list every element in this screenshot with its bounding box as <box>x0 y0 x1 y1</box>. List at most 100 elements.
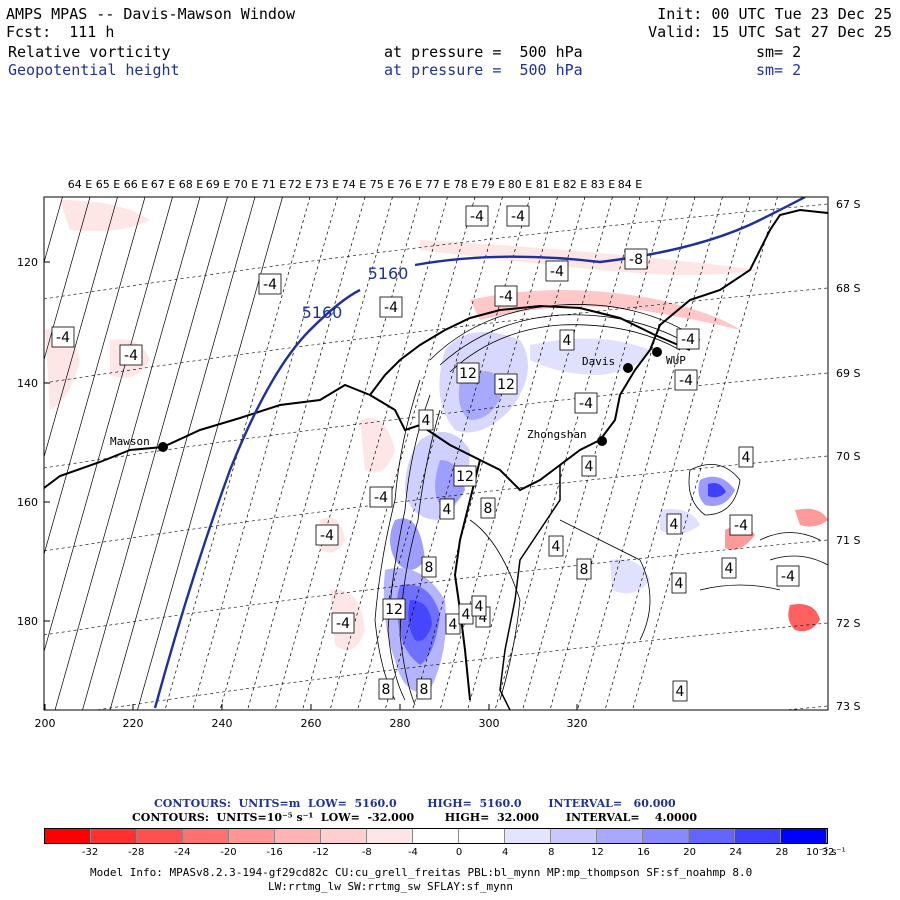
station-label: WUP <box>666 354 686 367</box>
colorbar-segment <box>643 829 689 843</box>
meridian-line <box>82 197 228 710</box>
vorticity-label: 12 <box>497 377 515 393</box>
vorticity-label: -4 <box>734 518 748 534</box>
meridian-line <box>302 197 448 710</box>
colorbar-segment <box>505 829 551 843</box>
meridian-line <box>494 197 641 710</box>
vorticity-label-box <box>331 612 355 634</box>
field2-name: Geopotential height <box>8 61 180 79</box>
y-tick-label: 160 <box>17 496 38 509</box>
vorticity-contour-line <box>469 519 521 701</box>
vorticity-label: 4 <box>475 599 484 615</box>
vorticity-area <box>360 418 395 473</box>
coastline-path <box>453 459 481 701</box>
top-lon-label: 75 E <box>370 178 394 191</box>
vorticity-contour-line <box>399 409 441 706</box>
vorticity-label-box <box>382 598 406 620</box>
meridian-line <box>247 197 393 710</box>
colorbar-tick-label: 0 <box>455 847 463 858</box>
colorbar-segment <box>91 829 137 843</box>
colorbar-tick-label: -32 <box>81 847 99 858</box>
vorticity-contour-line <box>449 324 681 373</box>
vorticity-label-box <box>258 273 282 295</box>
colorbar-tick-label: 4 <box>501 847 509 858</box>
meridian-line <box>357 197 503 710</box>
vorticity-label: 4 <box>676 684 685 700</box>
vorticity-label: -4 <box>124 348 138 364</box>
vorticity-label-box <box>453 465 477 487</box>
vorticity-label-box <box>671 572 687 594</box>
vorticity-label: -4 <box>579 396 593 412</box>
field2-smoothing: sm= 2 <box>756 61 802 79</box>
vorticity-label: 4 <box>449 617 458 633</box>
parallel-line <box>94 622 828 710</box>
vorticity-label-box <box>418 409 434 431</box>
vorticity-label: 4 <box>670 517 679 533</box>
colorbar-segment <box>321 829 367 843</box>
top-lon-label: 77 E <box>426 178 450 191</box>
colorbar-tick-label: 28 <box>775 847 789 858</box>
vorticity-label-box <box>51 326 75 348</box>
x-tick-label: 280 <box>390 717 411 730</box>
top-lon-label: 66 E <box>124 178 148 191</box>
top-lon-label: 80 E <box>508 178 532 191</box>
vorticity-label: 4 <box>725 561 734 577</box>
vorticity-area <box>45 328 80 410</box>
vorticity-labels: -4 -4 -4 -4 -8 -4 -4 -4 -4 -4 -4 -4 -4 -4 -4 -4 -4 12 12 12… <box>51 205 800 702</box>
vorticity-label: -4 <box>550 264 564 280</box>
colorbar-tick-label: 24 <box>729 847 743 858</box>
field1-level: at pressure = 500 hPa <box>384 43 583 61</box>
vorticity-label: 4 <box>585 459 594 475</box>
vorticity-label: 4 <box>443 502 452 518</box>
y-tick-label: 120 <box>17 256 38 269</box>
meridian-line <box>44 197 173 653</box>
vorticity-label: 8 <box>484 501 493 517</box>
vorticity-label-box <box>738 446 754 468</box>
model-info-line2: LW:rrtmg_lw SW:rrtmg_sw SFLAY:sf_mynn <box>268 880 514 893</box>
vorticity-label: -4 <box>263 277 277 293</box>
meridian-line <box>522 197 668 710</box>
forecast-hour: Fcst: 111 h <box>6 23 115 41</box>
colorbar-tick-label: 8 <box>548 847 555 858</box>
vorticity-label: -4 <box>320 528 334 544</box>
valid-time: Valid: 15 UTC Sat 27 Dec 25 <box>648 23 892 41</box>
colorbar-tick-label: -12 <box>312 847 329 858</box>
right-lat-label: 72 S <box>836 617 860 630</box>
height-contour-5160 <box>414 197 806 267</box>
vorticity-label-box <box>494 373 518 395</box>
vorticity-contour-line <box>387 394 431 701</box>
vorticity-contour-line <box>688 463 741 516</box>
vorticity-label: -4 <box>374 490 388 506</box>
top-lon-label: 64 E <box>68 178 92 191</box>
vorticity-label: 4 <box>563 333 572 349</box>
vorticity-label: -4 <box>470 209 484 225</box>
vorticity-label: 8 <box>425 560 434 576</box>
x-tick-label: 260 <box>301 717 322 730</box>
meridian-line <box>219 197 366 710</box>
vorticity-label: -4 <box>781 569 795 585</box>
vorticity-label-box <box>776 565 800 587</box>
vorticity-contour-line <box>699 584 781 591</box>
vorticity-label-box <box>581 455 597 477</box>
colorbar-tick-label: 32 <box>821 847 835 858</box>
meridian-line <box>274 197 421 710</box>
right-lat-label: 73 S <box>836 700 860 713</box>
colorbar-segment <box>597 829 643 843</box>
vorticity-label-box <box>480 497 496 519</box>
vorticity-area <box>610 559 650 594</box>
vorticity-label: 4 <box>742 450 751 466</box>
vorticity-label: 8 <box>580 562 589 578</box>
map-title: AMPS MPAS -- Davis-Mawson Window <box>6 5 295 23</box>
vorticity-contours <box>374 304 828 706</box>
parallel-line <box>44 287 828 384</box>
vorticity-label-box <box>721 557 737 579</box>
meridian-line <box>632 197 778 710</box>
meridian-line <box>109 197 256 710</box>
vorticity-label: 12 <box>459 366 477 382</box>
top-lon-label: 69 E <box>206 178 230 191</box>
field2-level: at pressure = 500 hPa <box>384 61 583 79</box>
top-lon-label: 79 E <box>481 178 505 191</box>
colorbar-tick-label: -24 <box>174 847 191 858</box>
meridian-line <box>549 197 696 710</box>
